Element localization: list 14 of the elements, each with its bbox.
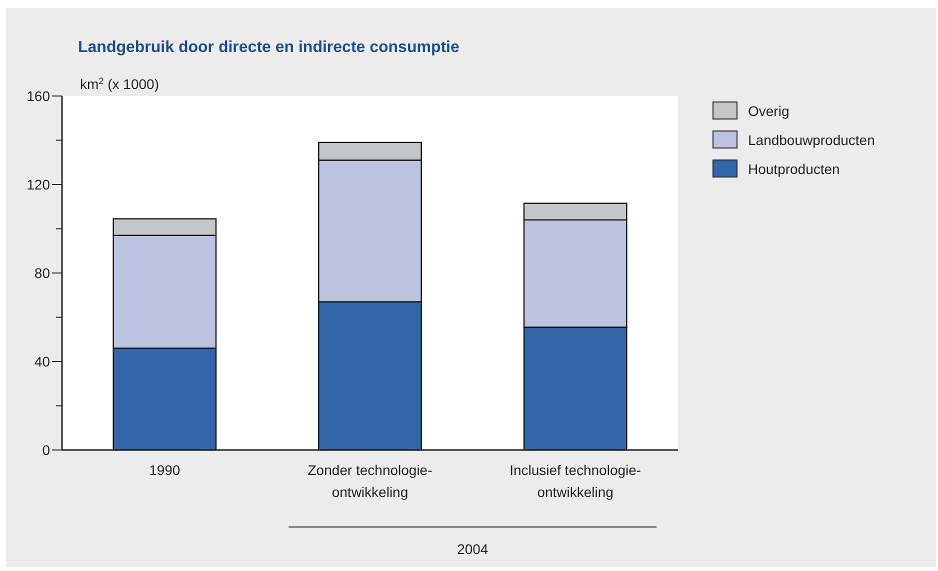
- legend-label: Landbouwproducten: [748, 132, 875, 148]
- y-axis-title: km$^{2}$ (x 1000): [80, 76, 159, 92]
- y-tick-label: 0: [42, 442, 50, 458]
- legend-label: Overig: [748, 102, 790, 119]
- x-tick-label: 1990: [149, 462, 180, 478]
- x-tick-label: Zonder technologie-ontwikkeling: [308, 462, 433, 500]
- x-tick-label: Inclusief technologie-ontwikkeling: [510, 462, 642, 500]
- y-tick-label: 80: [34, 264, 50, 281]
- y-tick-label: 40: [34, 353, 50, 370]
- text: 2004: [457, 541, 488, 557]
- chart-title: Landgebruik door directe en indirecte consumptie: [78, 39, 460, 56]
- legend-label: Houtproducten: [748, 160, 840, 177]
- y-tick-label: 160: [26, 88, 50, 104]
- y-tick-label: 120: [26, 176, 50, 192]
